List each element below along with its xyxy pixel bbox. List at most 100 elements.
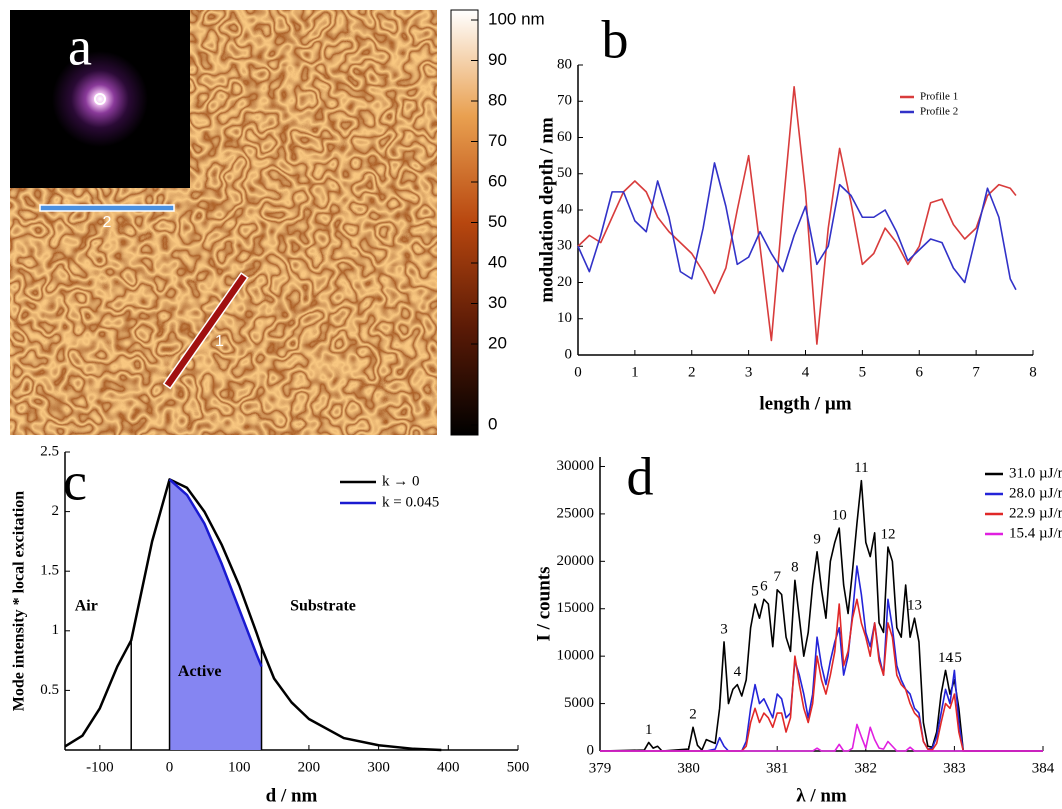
x-tick-label: 6 — [916, 364, 924, 380]
y-axis-label: Mode intensity * local excitation — [11, 491, 28, 712]
x-axis-label: λ / nm — [796, 785, 847, 806]
legend-label: k → 0 — [382, 473, 420, 489]
x-tick-label: 381 — [766, 760, 789, 776]
colorbar-label: 70 — [488, 131, 507, 150]
y-tick-label: 0.5 — [40, 682, 59, 698]
y-tick-label: 1 — [52, 622, 60, 638]
x-tick-label: 400 — [437, 759, 460, 775]
y-tick-label: 25000 — [557, 505, 595, 521]
y-tick-label: 2.5 — [40, 443, 59, 459]
x-axis-label: d / nm — [266, 785, 318, 806]
fft-spot — [52, 51, 148, 147]
panel-label: a — [68, 16, 92, 76]
annotation: 11 — [854, 460, 868, 476]
profile-2-line — [39, 204, 175, 212]
line-panel: c -100 0 100 200 300 400 500 0.5 1 1.5 2 2.5 d / nm Mo… — [11, 443, 530, 806]
annotation: 1 — [645, 722, 653, 738]
colorbar-label: 20 — [488, 333, 507, 352]
legend-label: 15.4 µJ/mm² — [1009, 525, 1062, 541]
x-tick-label: 379 — [589, 760, 612, 776]
x-tick-label: 500 — [507, 759, 530, 775]
x-tick-label: 8 — [1029, 364, 1037, 380]
annotation: 12 — [880, 527, 895, 543]
y-tick-label: 5000 — [564, 695, 594, 711]
annotation: 3 — [720, 621, 728, 637]
x-tick-label: 384 — [1032, 760, 1055, 776]
series-line — [168, 478, 263, 668]
x-tick-label: 4 — [802, 364, 810, 380]
series-line — [64, 478, 442, 752]
y-axis-label: modulation depth / nm — [536, 117, 557, 302]
series-line — [577, 162, 1017, 291]
legend-label: 31.0 µJ/mm² — [1009, 465, 1062, 481]
profile-label: 2 — [103, 214, 112, 231]
annotation: 7 — [773, 569, 781, 585]
annotation: 10 — [832, 508, 847, 524]
area — [169, 479, 262, 750]
x-axis-label: length / µm — [759, 393, 851, 414]
annotation: Air — [75, 598, 98, 615]
x-tick-label: 1 — [631, 364, 639, 380]
series-line — [599, 479, 1043, 752]
profile-label: 1 — [215, 333, 224, 350]
panel-label: b — [602, 9, 629, 69]
x-tick-label: 0 — [166, 759, 174, 775]
colorbar-label: 40 — [488, 252, 507, 271]
x-tick-label: 2 — [688, 364, 696, 380]
y-axis-label: I / counts — [533, 567, 554, 642]
annotation: Substrate — [290, 598, 356, 615]
y-tick-label: 60 — [557, 129, 572, 145]
annotation: 8 — [791, 560, 799, 576]
afm-panel: a 1 2 — [10, 9, 479, 436]
colorbar-label: 30 — [488, 293, 507, 312]
annotation: 4 — [734, 664, 742, 680]
x-tick-label: -100 — [86, 759, 114, 775]
series-line — [600, 598, 1043, 752]
annotation: 9 — [813, 531, 821, 547]
annotation: 6 — [760, 579, 768, 595]
series-line — [600, 565, 1043, 752]
legend-label: Profile 2 — [920, 106, 958, 118]
profile-1-line — [162, 272, 249, 390]
y-tick-label: 40 — [557, 201, 572, 217]
colorbar-label: 0 — [488, 414, 497, 433]
annotation: 15 — [947, 650, 962, 666]
y-tick-label: 20000 — [557, 553, 595, 569]
y-tick-label: 1.5 — [40, 563, 59, 579]
y-tick-label: 70 — [557, 93, 572, 109]
annotation: 14 — [938, 650, 954, 666]
fft-center — [94, 93, 106, 105]
x-tick-label: 0 — [574, 364, 582, 380]
colorbar-label: 60 — [488, 171, 507, 190]
x-tick-label: 5 — [859, 364, 867, 380]
y-tick-label: 2 — [52, 503, 60, 519]
legend-label: 28.0 µJ/mm² — [1009, 485, 1062, 501]
y-tick-label: 50 — [557, 165, 572, 181]
x-tick-label: 300 — [367, 759, 390, 775]
annotation: 13 — [907, 598, 922, 614]
y-tick-label: 80 — [557, 56, 572, 72]
annotation: Active — [178, 663, 222, 680]
y-tick-label: 30 — [557, 238, 572, 254]
x-tick-label: 383 — [943, 760, 966, 776]
annotation: 2 — [689, 707, 697, 723]
x-tick-label: 382 — [855, 760, 878, 776]
annotation: 5 — [751, 583, 759, 599]
y-tick-label: 10000 — [557, 648, 595, 664]
colorbar-label: 50 — [488, 212, 507, 231]
series-line — [577, 85, 1017, 345]
y-tick-label: 0 — [565, 346, 573, 362]
x-tick-label: 100 — [228, 759, 251, 775]
colorbar-label: 90 — [488, 50, 507, 69]
panel-label: d — [627, 446, 654, 506]
legend-label: Profile 1 — [920, 91, 958, 103]
y-tick-label: 15000 — [557, 600, 595, 616]
x-tick-label: 200 — [298, 759, 321, 775]
series-line — [600, 723, 1043, 752]
colorbar-label: 80 — [488, 90, 507, 109]
y-tick-label: 20 — [557, 274, 572, 290]
y-tick-label: 0 — [587, 742, 595, 758]
